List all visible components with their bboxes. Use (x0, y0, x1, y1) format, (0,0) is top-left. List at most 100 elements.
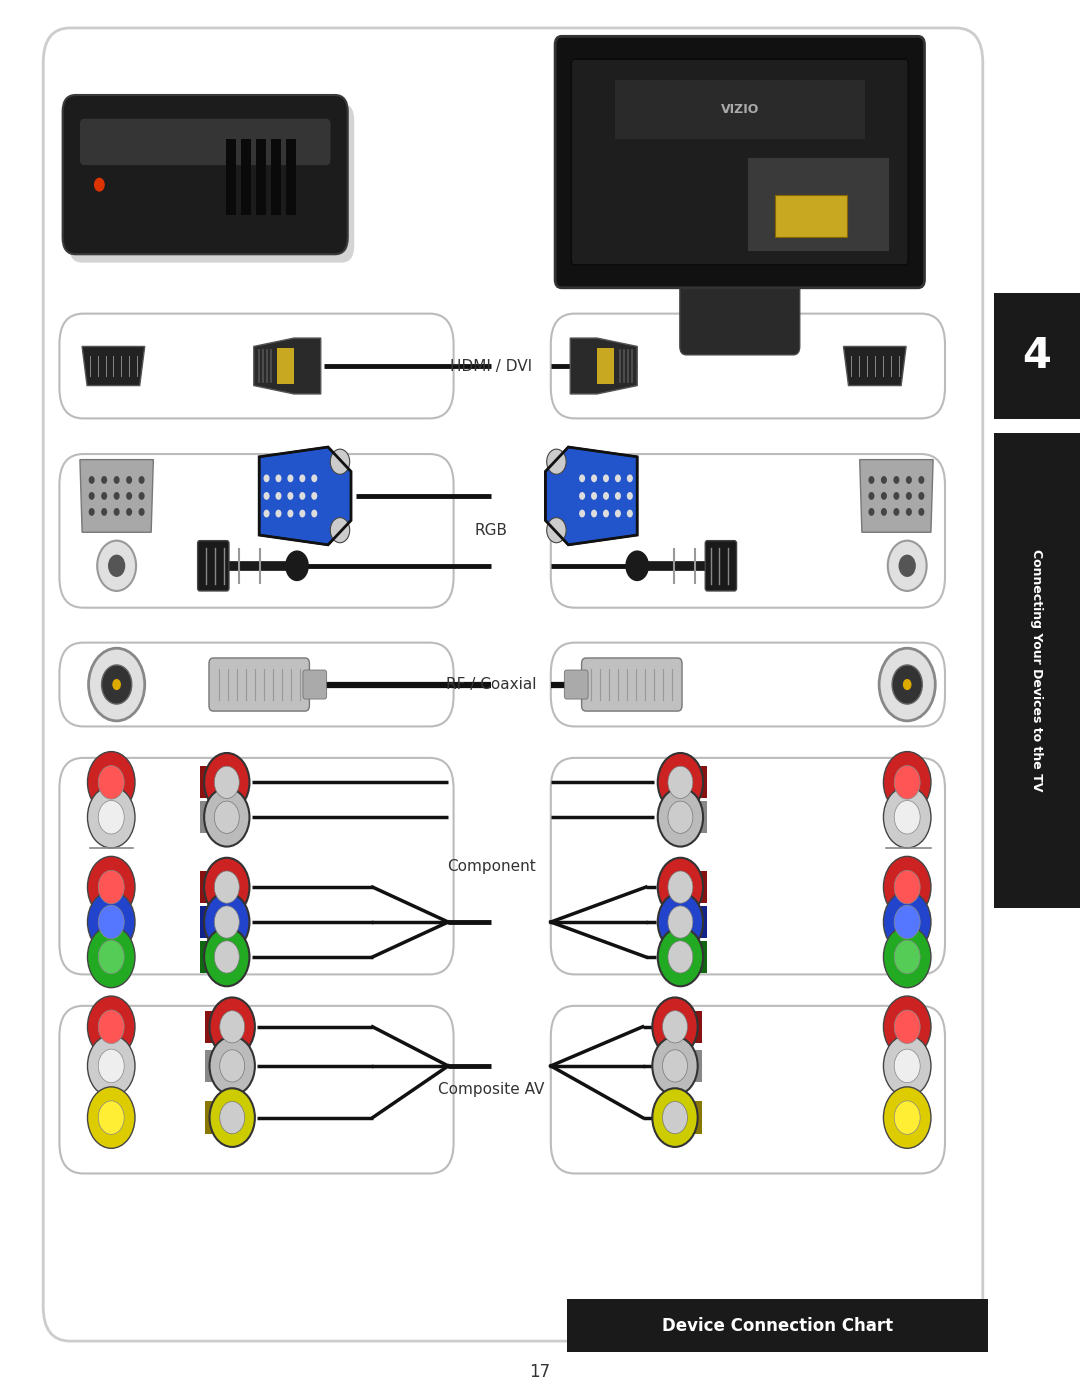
Circle shape (87, 996, 135, 1058)
Circle shape (87, 891, 135, 953)
Text: RGB: RGB (475, 524, 508, 538)
Circle shape (893, 509, 900, 515)
Circle shape (868, 509, 875, 515)
Circle shape (883, 891, 931, 953)
Polygon shape (259, 447, 351, 545)
FancyBboxPatch shape (551, 643, 945, 726)
Circle shape (652, 997, 698, 1056)
Circle shape (894, 905, 920, 939)
FancyBboxPatch shape (680, 800, 707, 834)
FancyBboxPatch shape (571, 59, 908, 265)
Circle shape (275, 492, 282, 500)
Circle shape (98, 870, 124, 904)
Circle shape (658, 788, 703, 847)
Circle shape (87, 926, 135, 988)
Circle shape (662, 1101, 688, 1134)
Circle shape (615, 510, 621, 517)
Circle shape (652, 1037, 698, 1095)
Circle shape (275, 475, 282, 482)
Circle shape (899, 555, 916, 577)
Circle shape (658, 858, 703, 916)
Circle shape (603, 475, 609, 482)
Circle shape (883, 752, 931, 813)
Circle shape (667, 800, 693, 834)
Circle shape (918, 492, 924, 500)
Circle shape (108, 555, 125, 577)
Circle shape (102, 476, 107, 483)
Circle shape (881, 476, 887, 483)
Circle shape (868, 492, 875, 500)
FancyBboxPatch shape (994, 293, 1080, 419)
FancyBboxPatch shape (205, 1010, 232, 1044)
Circle shape (204, 893, 249, 951)
Circle shape (214, 800, 240, 834)
Circle shape (652, 1088, 698, 1147)
FancyBboxPatch shape (680, 905, 707, 939)
FancyBboxPatch shape (59, 643, 454, 726)
FancyBboxPatch shape (680, 263, 799, 355)
Circle shape (98, 766, 124, 799)
Circle shape (883, 787, 931, 848)
Circle shape (330, 517, 350, 543)
FancyBboxPatch shape (205, 1101, 232, 1134)
FancyBboxPatch shape (256, 140, 266, 215)
Circle shape (883, 1035, 931, 1097)
FancyBboxPatch shape (705, 541, 737, 591)
Circle shape (615, 475, 621, 482)
Circle shape (138, 509, 145, 515)
Text: 17: 17 (529, 1363, 551, 1380)
Circle shape (126, 476, 132, 483)
Circle shape (219, 1049, 245, 1083)
Text: Composite AV: Composite AV (438, 1083, 544, 1097)
Circle shape (883, 926, 931, 988)
Circle shape (603, 492, 609, 500)
Circle shape (285, 550, 309, 581)
Circle shape (138, 476, 145, 483)
Circle shape (138, 492, 145, 500)
Circle shape (204, 858, 249, 916)
Circle shape (126, 492, 132, 500)
Circle shape (98, 905, 124, 939)
Circle shape (102, 509, 107, 515)
Circle shape (881, 492, 887, 500)
FancyBboxPatch shape (597, 348, 613, 384)
Circle shape (667, 870, 693, 904)
Circle shape (311, 475, 318, 482)
FancyBboxPatch shape (59, 454, 454, 608)
Polygon shape (843, 346, 906, 386)
Circle shape (893, 476, 900, 483)
Circle shape (210, 997, 255, 1056)
Circle shape (906, 492, 912, 500)
Circle shape (883, 996, 931, 1058)
Circle shape (264, 510, 270, 517)
FancyBboxPatch shape (271, 140, 281, 215)
Circle shape (89, 509, 95, 515)
FancyBboxPatch shape (200, 905, 227, 939)
FancyBboxPatch shape (302, 671, 326, 698)
FancyBboxPatch shape (200, 940, 227, 974)
FancyBboxPatch shape (198, 541, 229, 591)
Circle shape (98, 1049, 124, 1083)
FancyBboxPatch shape (59, 1006, 454, 1173)
Circle shape (626, 475, 633, 482)
Circle shape (894, 940, 920, 974)
Circle shape (603, 510, 609, 517)
FancyBboxPatch shape (69, 103, 354, 263)
FancyBboxPatch shape (564, 671, 588, 698)
Circle shape (868, 476, 875, 483)
Circle shape (591, 475, 597, 482)
FancyBboxPatch shape (747, 158, 890, 251)
Circle shape (264, 475, 270, 482)
Circle shape (906, 476, 912, 483)
Circle shape (287, 492, 294, 500)
Circle shape (579, 510, 585, 517)
FancyBboxPatch shape (567, 1299, 988, 1352)
FancyBboxPatch shape (581, 658, 683, 711)
Polygon shape (254, 338, 321, 394)
Circle shape (219, 1010, 245, 1044)
FancyBboxPatch shape (675, 1101, 702, 1134)
Circle shape (299, 492, 306, 500)
Circle shape (906, 509, 912, 515)
Circle shape (894, 870, 920, 904)
Circle shape (894, 1049, 920, 1083)
